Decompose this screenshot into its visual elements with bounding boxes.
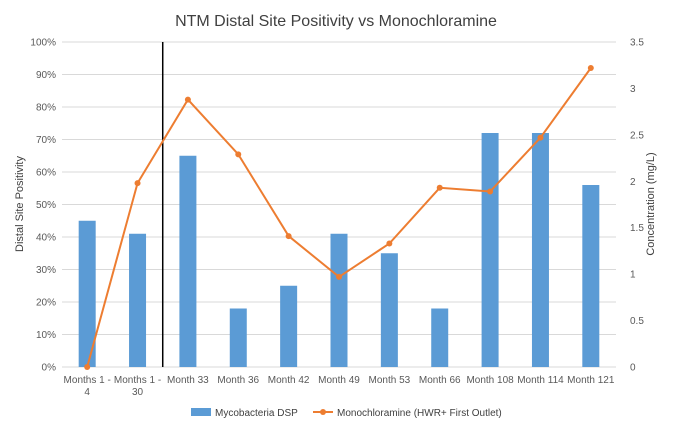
bar	[582, 185, 600, 367]
line-point	[285, 233, 292, 240]
line-point	[134, 180, 141, 187]
legend-line-label: Monochloramine (HWR+ First Outlet)	[337, 408, 502, 419]
y-left-tick-label: 60%	[36, 168, 56, 179]
x-tick-label: Months 1 -30	[114, 375, 161, 398]
x-tick-label: Month 121	[567, 375, 615, 386]
legend-bar-swatch	[191, 408, 211, 416]
x-tick-label: Month 53	[369, 375, 411, 386]
bar	[431, 308, 449, 367]
y-left-tick-label: 0%	[42, 363, 57, 374]
y-right-tick-label: 0	[630, 363, 636, 374]
line-point	[487, 188, 494, 195]
bar	[129, 233, 147, 367]
chart-title: NTM Distal Site Positivity vs Monochlora…	[175, 13, 497, 30]
y-right-tick-label: 2.5	[630, 130, 644, 141]
y-axis-right-title: Concentration (mg/L)	[645, 152, 657, 255]
line-point	[184, 96, 191, 103]
y-left-tick-label: 20%	[36, 298, 56, 309]
x-tick-label: Month 36	[217, 375, 259, 386]
y-left-tick-label: 80%	[36, 103, 56, 114]
y-left-tick-label: 30%	[36, 265, 56, 276]
bar	[380, 253, 398, 367]
bar	[330, 233, 348, 367]
y-right-tick-label: 3.5	[630, 38, 644, 49]
x-tick-label: Month 33	[167, 375, 209, 386]
bar	[280, 285, 298, 367]
legend-line-marker	[320, 409, 326, 415]
y-right-tick-label: 2	[630, 177, 636, 188]
line-series	[84, 65, 594, 370]
x-tick-label: Month 49	[318, 375, 360, 386]
line-point	[336, 273, 342, 280]
line-point	[386, 240, 393, 247]
legend: Mycobacteria DSP Monochloramine (HWR+ Fi…	[191, 408, 502, 419]
line-point	[84, 364, 91, 370]
line-point	[436, 184, 443, 191]
bar	[179, 155, 197, 367]
line-point	[537, 134, 544, 141]
bar	[481, 133, 499, 367]
y-axis-left-title: Distal Site Positivity	[14, 156, 26, 252]
y-left-tick-label: 90%	[36, 70, 56, 81]
y-axis-right-ticks: 0 0.5 1 1.5 2 2.5 3 3.5	[630, 38, 644, 374]
y-right-tick-label: 3	[630, 84, 636, 95]
line-point	[587, 65, 594, 71]
x-tick-label: Month 66	[419, 375, 461, 386]
y-axis-left-ticks: 0% 10% 20% 30% 40% 50% 60% 70% 80% 90% 100%	[30, 38, 56, 374]
bar	[229, 308, 247, 367]
y-left-tick-label: 70%	[36, 135, 56, 146]
x-tick-label: Month 108	[466, 375, 514, 386]
y-left-tick-label: 10%	[36, 330, 56, 341]
y-right-tick-label: 0.5	[630, 316, 644, 327]
x-tick-label: Month 42	[268, 375, 310, 386]
y-left-tick-label: 100%	[30, 38, 56, 49]
bar-series	[78, 133, 600, 367]
y-left-tick-label: 40%	[36, 233, 56, 244]
bar	[78, 220, 96, 367]
x-tick-label: Month 114	[517, 375, 564, 386]
line-point	[235, 151, 242, 158]
y-left-tick-label: 50%	[36, 200, 56, 211]
x-tick-label: Months 1 -4	[64, 375, 111, 398]
y-right-tick-label: 1.5	[630, 223, 644, 234]
bar	[531, 133, 549, 367]
y-right-tick-label: 1	[630, 270, 636, 281]
legend-bar-label: Mycobacteria DSP	[215, 408, 298, 419]
